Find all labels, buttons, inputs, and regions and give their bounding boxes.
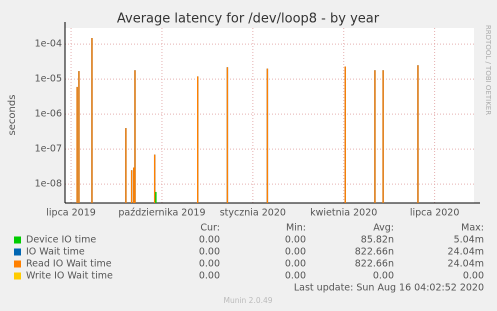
legend-stat: 5.04m [454, 235, 484, 246]
y-axis-label: seconds [7, 95, 18, 136]
legend-stat: 0.00 [285, 259, 306, 270]
y-tick-label: 1e-08 [35, 179, 62, 190]
legend-label: Device IO time [26, 235, 96, 246]
legend-stat: 0.00 [373, 271, 394, 282]
legend-stat: 0.00 [285, 247, 306, 258]
legend-stat: 0.00 [463, 271, 484, 282]
legend-label: Read IO Wait time [26, 259, 112, 270]
legend-stat: 85.82n [361, 235, 394, 246]
x-tick-label: lipca 2019 [46, 208, 96, 219]
legend-stat: 0.00 [199, 247, 220, 258]
y-tick-label: 1e-07 [35, 144, 62, 155]
x-tick-label: października 2019 [118, 208, 205, 219]
legend-stat: 24.04m [448, 259, 484, 270]
legend-stat: 822.66n [355, 247, 394, 258]
legend-label: Write IO Wait time [26, 271, 113, 282]
legend-stat: 0.00 [285, 235, 306, 246]
x-tick-label: kwietnia 2020 [310, 208, 377, 219]
legend-header: Min: [286, 223, 306, 234]
footer: Munin 2.0.49 [223, 296, 272, 305]
legend-swatch [14, 260, 21, 268]
legend-stat: 0.00 [285, 271, 306, 282]
legend-stat: 0.00 [199, 271, 220, 282]
legend-header: Cur: [200, 223, 220, 234]
y-tick-label: 1e-05 [35, 74, 62, 85]
legend-stat: 24.04m [448, 247, 484, 258]
legend-stat: 0.00 [199, 235, 220, 246]
legend-swatch [14, 272, 21, 280]
chart-title: Average latency for /dev/loop8 - by year [117, 12, 380, 27]
legend-header: Max: [461, 223, 484, 234]
y-tick-label: 1e-04 [35, 39, 62, 50]
legend-stat: 822.66n [355, 259, 394, 270]
side-text: RRDTOOL / TOBI OETIKER [484, 25, 492, 115]
legend-label: IO Wait time [26, 247, 85, 258]
y-tick-label: 1e-06 [35, 109, 62, 120]
legend-stat: 0.00 [199, 259, 220, 270]
legend-swatch [14, 248, 21, 256]
x-tick-label: stycznia 2020 [220, 208, 286, 219]
x-tick-label: lipca 2020 [410, 208, 460, 219]
last-update: Last update: Sun Aug 16 04:02:52 2020 [294, 283, 484, 294]
legend-header: Avg: [373, 223, 394, 234]
legend-swatch [14, 236, 21, 244]
